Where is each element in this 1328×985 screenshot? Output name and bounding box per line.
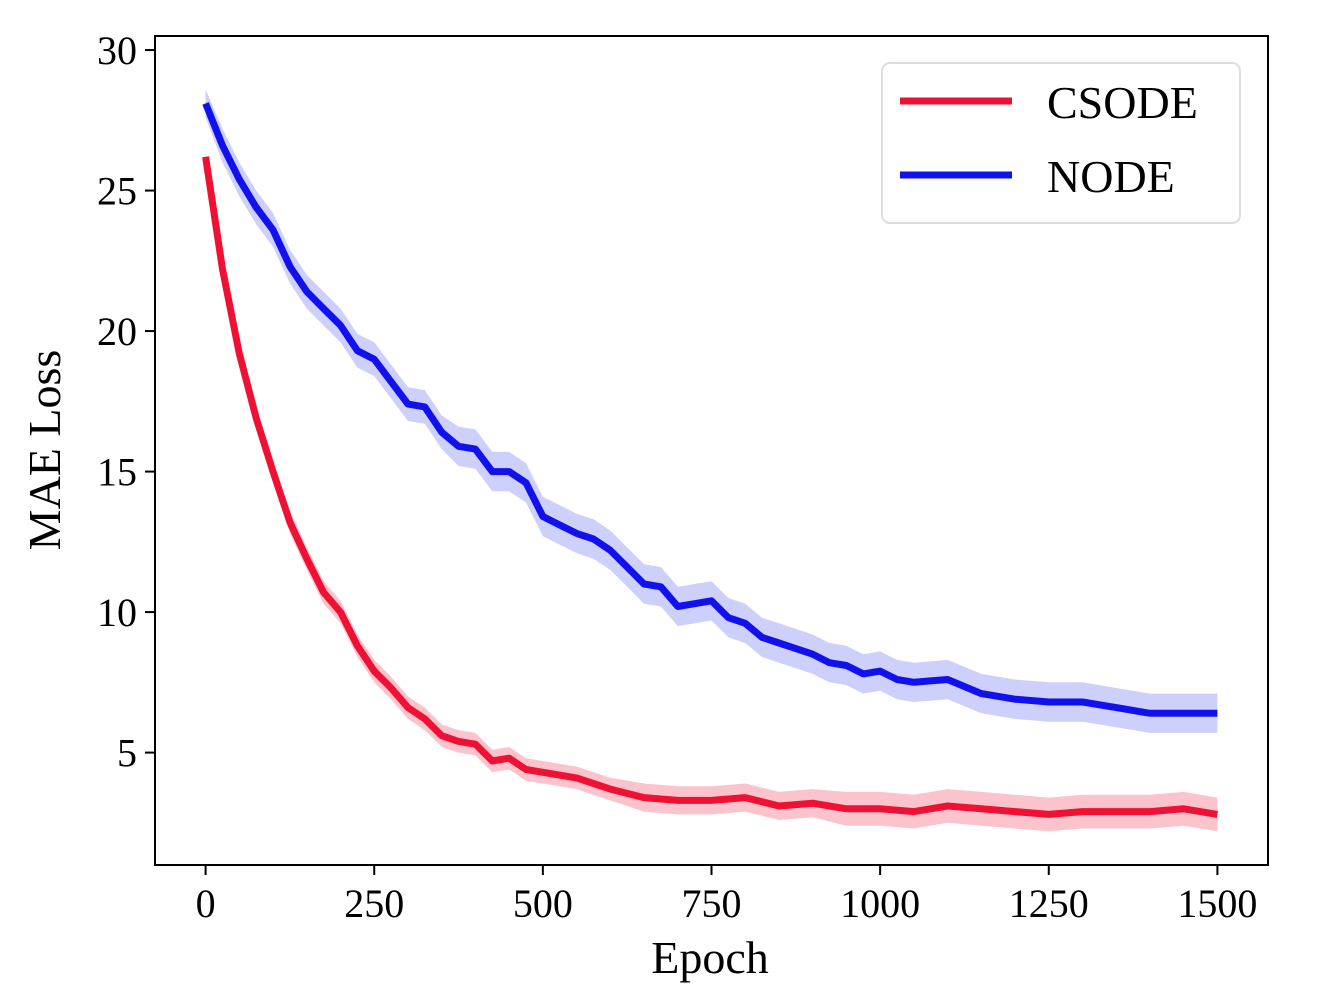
node-line (202, 102, 1218, 717)
x-axis-title: Epoch (651, 932, 769, 983)
x-tick-label: 0 (196, 881, 216, 926)
y-tick-label: 30 (97, 28, 137, 73)
y-tick-label: 20 (97, 309, 137, 354)
y-tick-label: 5 (117, 731, 137, 776)
x-axis: 0 250 500 750 1000 1250 1500 (196, 865, 1257, 926)
x-tick-label: 750 (682, 881, 742, 926)
x-tick-label: 500 (513, 881, 573, 926)
csode-line (202, 156, 1218, 818)
y-tick-label: 15 (97, 450, 137, 495)
y-axis: 5 10 15 20 25 30 (97, 28, 155, 776)
legend-label-csode: CSODE (1047, 77, 1198, 128)
y-tick-label: 25 (97, 169, 137, 214)
y-tick-label: 10 (97, 590, 137, 635)
y-axis-title: MAE Loss (19, 350, 70, 551)
x-tick-label: 1000 (840, 881, 920, 926)
series-lines (202, 102, 1218, 818)
x-tick-label: 250 (344, 881, 404, 926)
legend: CSODE NODE (881, 62, 1241, 224)
x-tick-label: 1250 (1009, 881, 1089, 926)
legend-label-node: NODE (1047, 151, 1175, 202)
x-tick-label: 1500 (1177, 881, 1257, 926)
